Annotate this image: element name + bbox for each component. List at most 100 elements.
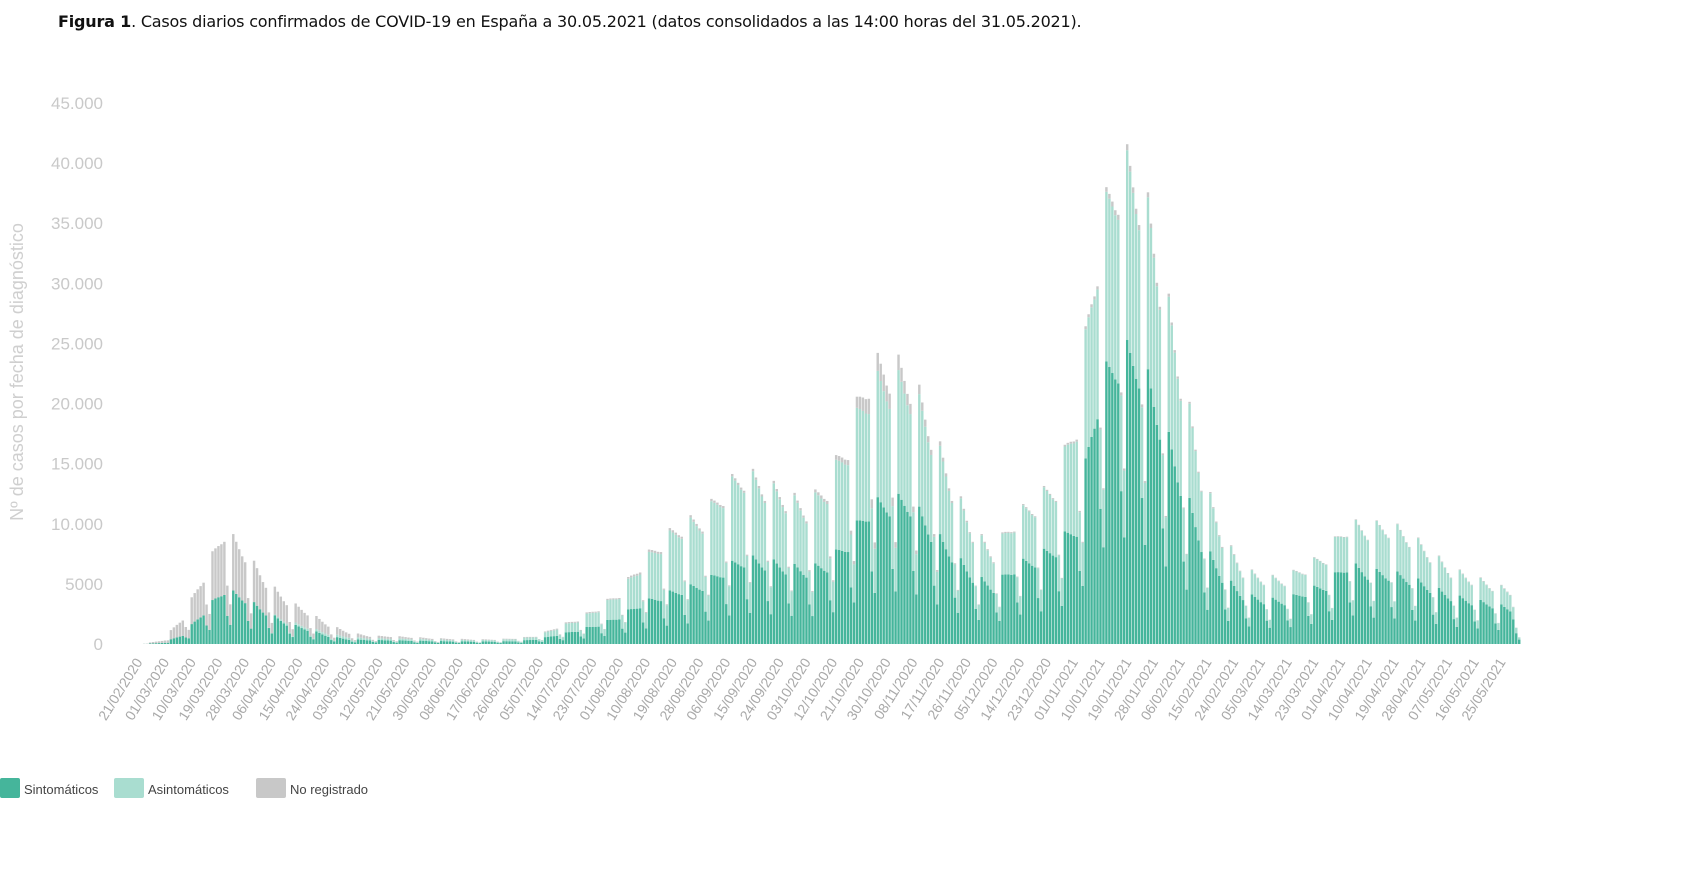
- bar-asintomaticos: [891, 506, 894, 569]
- bar-asintomaticos: [1081, 542, 1084, 586]
- bar-sintomaticos: [324, 635, 327, 644]
- bar-asintomaticos: [1363, 536, 1367, 577]
- bar-asintomaticos: [1455, 617, 1459, 627]
- bar-no-registrado: [1422, 550, 1426, 552]
- bar-no-registrado: [365, 636, 369, 639]
- bar-asintomaticos: [903, 393, 906, 506]
- bar-no-registrado: [1321, 562, 1325, 564]
- bar-sintomaticos: [1250, 594, 1254, 644]
- bar-sintomaticos: [255, 605, 259, 644]
- bar-sintomaticos: [959, 558, 963, 644]
- bar-no-registrado: [638, 572, 642, 575]
- bar-no-registrado: [374, 641, 378, 642]
- bar-sintomaticos: [1464, 600, 1467, 644]
- bar-no-registrado: [490, 639, 493, 641]
- bar-sintomaticos: [469, 641, 473, 644]
- bar-asintomaticos: [1161, 455, 1165, 529]
- bar-no-registrado: [573, 621, 577, 623]
- bar-no-registrado: [288, 622, 291, 633]
- bar-no-registrado: [1030, 514, 1034, 516]
- bar-asintomaticos: [885, 401, 888, 513]
- bar-asintomaticos: [368, 638, 372, 641]
- bar-sintomaticos: [175, 637, 179, 644]
- bar-sintomaticos: [1399, 575, 1402, 644]
- bar-no-registrado: [1093, 296, 1096, 300]
- bar-no-registrado: [763, 500, 767, 503]
- bar-no-registrado: [849, 530, 853, 535]
- y-tick-label: 40.000: [51, 154, 103, 173]
- bar-sintomaticos: [1482, 602, 1485, 644]
- bar-no-registrado: [454, 641, 458, 642]
- bar-asintomaticos: [1235, 563, 1239, 592]
- bar-no-registrado: [935, 570, 939, 572]
- bar-no-registrado: [401, 636, 404, 639]
- bar-no-registrado: [1007, 531, 1010, 533]
- bar-no-registrado: [546, 630, 550, 632]
- bar-sintomaticos: [1384, 578, 1387, 644]
- bar-no-registrado: [1105, 187, 1108, 192]
- bar-no-registrado: [751, 468, 755, 472]
- bar-asintomaticos: [1491, 591, 1494, 609]
- bar-no-registrado: [303, 612, 306, 628]
- bar-asintomaticos: [585, 613, 588, 627]
- bar-no-registrado: [1185, 553, 1188, 555]
- bar-no-registrado: [915, 550, 918, 555]
- bar-no-registrado: [918, 384, 921, 395]
- bar-sintomaticos: [621, 628, 624, 644]
- bar-no-registrado: [428, 638, 431, 640]
- bar-sintomaticos: [837, 550, 841, 644]
- bar-no-registrado: [742, 490, 746, 493]
- bar-no-registrado: [695, 523, 698, 527]
- bar-sintomaticos: [1488, 606, 1491, 644]
- legend-label-asintomaticos: Asintomáticos: [148, 782, 229, 797]
- bar-no-registrado: [330, 634, 333, 639]
- bar-no-registrado: [710, 498, 713, 502]
- bar-no-registrado: [282, 601, 285, 622]
- bar-sintomaticos: [341, 638, 345, 644]
- bar-sintomaticos: [929, 541, 933, 644]
- bar-sintomaticos: [591, 626, 594, 644]
- bar-asintomaticos: [1051, 499, 1055, 556]
- bar-sintomaticos: [615, 619, 618, 644]
- bar-no-registrado: [1259, 581, 1263, 583]
- bar-sintomaticos: [1509, 611, 1512, 644]
- bar-no-registrado: [1229, 545, 1233, 547]
- bar-sintomaticos: [1360, 572, 1364, 644]
- bar-sintomaticos: [763, 570, 767, 644]
- bar-no-registrado: [1152, 253, 1156, 258]
- bar-asintomaticos: [1111, 206, 1114, 374]
- bar-asintomaticos: [1286, 609, 1289, 621]
- bar-no-registrado: [1316, 558, 1319, 560]
- bar-asintomaticos: [906, 405, 909, 512]
- bar-sintomaticos: [401, 640, 404, 644]
- bar-sintomaticos: [1200, 552, 1203, 644]
- bar-asintomaticos: [1001, 533, 1004, 575]
- bar-asintomaticos: [757, 488, 761, 564]
- bar-sintomaticos: [1072, 535, 1075, 644]
- bar-asintomaticos: [674, 534, 678, 593]
- bar-no-registrado: [508, 638, 511, 640]
- bar-sintomaticos: [1019, 614, 1022, 644]
- bar-asintomaticos: [882, 391, 885, 508]
- bar-asintomaticos: [799, 510, 802, 572]
- bar-asintomaticos: [1500, 585, 1503, 605]
- bar-no-registrado: [701, 531, 704, 534]
- bar-asintomaticos: [1280, 584, 1283, 604]
- bar-sintomaticos: [644, 628, 648, 644]
- bar-sintomaticos: [1120, 491, 1123, 644]
- bar-no-registrado: [1482, 581, 1485, 582]
- bar-no-registrado: [980, 534, 983, 536]
- bar-asintomaticos: [1399, 530, 1402, 576]
- bar-asintomaticos: [1176, 378, 1179, 483]
- bar-sintomaticos: [252, 602, 256, 644]
- bar-no-registrado: [805, 521, 808, 524]
- bar-sintomaticos: [653, 599, 657, 644]
- bar-asintomaticos: [781, 507, 784, 572]
- bar-sintomaticos: [1470, 605, 1473, 644]
- bar-sintomaticos: [416, 642, 419, 644]
- bar-no-registrado: [1464, 577, 1467, 579]
- bar-no-registrado: [169, 630, 173, 640]
- bar-sintomaticos: [1280, 603, 1283, 644]
- bar-sintomaticos: [422, 640, 425, 644]
- bar-asintomaticos: [710, 501, 713, 575]
